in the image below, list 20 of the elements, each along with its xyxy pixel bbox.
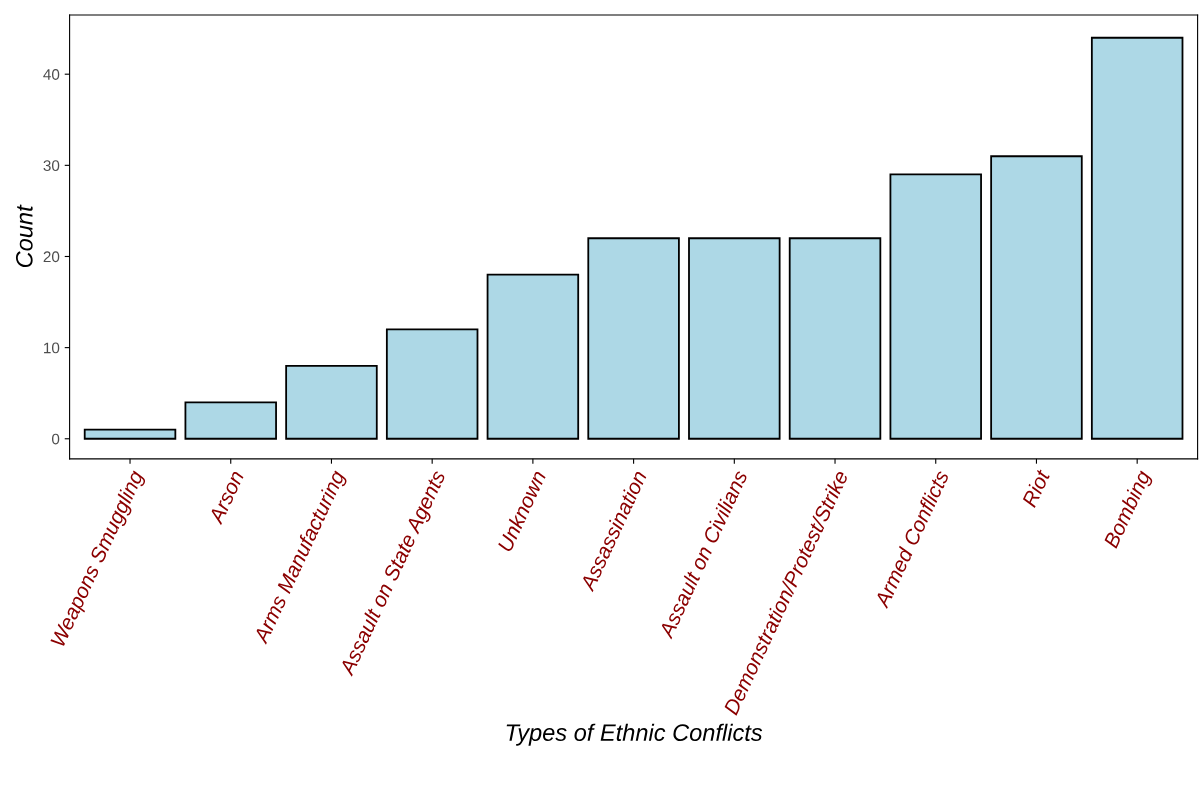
bar (788, 237, 882, 440)
bar (688, 237, 781, 440)
bar (385, 328, 479, 440)
x-tick-label: Arson (208, 469, 245, 526)
bar (285, 364, 378, 440)
x-tick-label: Riot (1021, 467, 1051, 509)
bar (889, 173, 982, 440)
bar (83, 428, 177, 440)
y-tick-label: 20 (43, 251, 60, 263)
y-axis-title: Count (15, 204, 33, 268)
y-tick-label: 10 (44, 342, 60, 354)
bar (486, 273, 580, 440)
y-tick-label: 0 (51, 433, 60, 445)
y-tick-label: 40 (43, 69, 60, 80)
bar (990, 155, 1083, 440)
x-axis-title: Types of Ethnic Conflicts (506, 723, 763, 746)
bar (184, 401, 277, 440)
y-tick-label: 30 (43, 160, 60, 172)
bar (1090, 36, 1184, 440)
bar (587, 237, 680, 440)
